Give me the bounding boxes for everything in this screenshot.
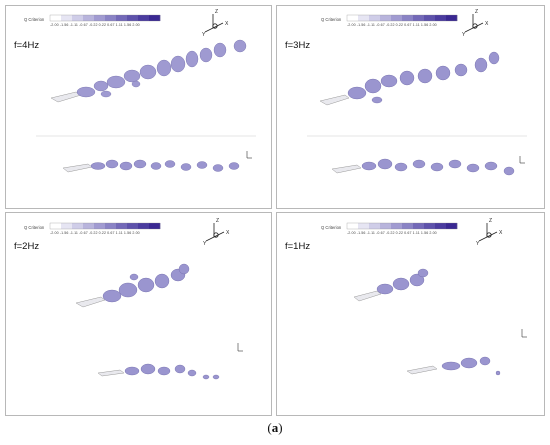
legend-swatch <box>369 15 381 21</box>
legend-swatch <box>424 223 436 229</box>
legend-title: Q Criterion <box>321 17 342 22</box>
legend-title: Q Criterion <box>24 225 45 230</box>
panel-2hz: Z X Y Q Criterion -2.00 -1.56 -1.11 -0.67 … <box>5 212 272 416</box>
legend-swatch <box>446 223 458 229</box>
axis-label-y: Y <box>462 32 466 38</box>
legend-swatch <box>61 223 73 229</box>
legend-swatch <box>149 15 161 21</box>
legend-swatch <box>105 223 117 229</box>
panel-4hz: Z X Y Q Criterion -2.00 -1.56 -1.11 -0.67 … <box>5 5 272 209</box>
legend-ticks: -2.00 -1.56 -1.11 -0.67 -0.22 0.22 0.67 … <box>347 231 437 235</box>
legend-frame <box>346 222 458 230</box>
caption-close: ) <box>278 420 283 435</box>
frequency-label: f=3Hz <box>285 40 311 51</box>
panel-1hz: Z X Y Q Criterion -2.00 -1.56 -1.11 -0.67 … <box>276 212 545 416</box>
legend-ticks: -2.00 -1.56 -1.11 -0.67 -0.22 0.22 0.67 … <box>50 231 140 235</box>
legend-swatch <box>94 223 106 229</box>
legend-swatch <box>446 15 458 21</box>
axis-label-x: X <box>225 21 229 27</box>
panel-3hz: Z X Y Q Criterion -2.00 -1.56 -1.11 -0.67 … <box>276 5 545 209</box>
legend-ticks: -2.00 -1.56 -1.11 -0.67 -0.22 0.22 0.67 … <box>50 23 140 27</box>
legend-swatch <box>347 223 359 229</box>
legend-swatch <box>116 15 128 21</box>
axis-triad-icon: Z X Y <box>462 9 489 38</box>
legend-swatch <box>94 15 106 21</box>
legend-swatch <box>424 15 436 21</box>
axis-triad-icon: Z X Y <box>203 218 230 247</box>
legend-swatch <box>435 223 447 229</box>
axis-label-z: Z <box>475 9 478 15</box>
frequency-label: f=4Hz <box>14 40 40 51</box>
legend-swatch <box>61 15 73 21</box>
legend-frame <box>49 222 161 230</box>
legend-ticks: -2.00 -1.56 -1.11 -0.67 -0.22 0.22 0.67 … <box>347 23 437 27</box>
axis-label-z: Z <box>216 218 219 224</box>
legend-swatch <box>72 15 84 21</box>
axis-label-x: X <box>499 230 503 236</box>
legend-swatch <box>347 15 359 21</box>
legend-swatch <box>391 15 403 21</box>
axis-triad-icon: Z X Y <box>202 9 229 38</box>
vortex-view-3hz: Z X Y <box>307 9 527 176</box>
legend-swatch <box>358 223 370 229</box>
legend-swatch <box>127 223 139 229</box>
legend-title: Q Criterion <box>321 225 342 230</box>
axis-label-x: X <box>226 230 230 236</box>
caption-letter: a <box>271 420 279 435</box>
caption-open: ( <box>267 420 272 435</box>
legend-swatch <box>127 15 139 21</box>
legend-frame <box>49 14 161 22</box>
axis-label-z: Z <box>489 218 492 224</box>
axis-label-z: Z <box>215 9 218 15</box>
legend-swatch <box>72 223 84 229</box>
legend-swatch <box>50 15 62 21</box>
vortex-view-1hz: Z X Y <box>346 218 527 376</box>
legend-swatch <box>116 223 128 229</box>
legend-swatch <box>435 15 447 21</box>
figure-caption: (a) <box>0 420 550 436</box>
axis-label-y: Y <box>203 241 207 247</box>
legend-swatch <box>358 15 370 21</box>
legend-swatch <box>149 223 161 229</box>
legend-frame <box>346 14 458 22</box>
legend-swatch <box>138 15 150 21</box>
legend-title: Q Criterion <box>24 17 45 22</box>
legend-swatch <box>380 223 392 229</box>
legend-swatch <box>391 223 403 229</box>
legend-swatch <box>402 15 414 21</box>
axis-label-y: Y <box>202 32 206 38</box>
legend-swatch <box>105 15 117 21</box>
legend-swatch <box>413 15 425 21</box>
frequency-label: f=1Hz <box>285 241 311 252</box>
frequency-label: f=2Hz <box>14 241 40 252</box>
legend-swatch <box>83 15 95 21</box>
axis-label-y: Y <box>476 241 480 247</box>
legend-swatch <box>138 223 150 229</box>
legend-swatch <box>413 223 425 229</box>
legend-swatch <box>402 223 414 229</box>
legend-swatch <box>83 223 95 229</box>
legend-swatch <box>369 223 381 229</box>
legend-swatch <box>50 223 62 229</box>
vortex-view-4hz: Z X Y <box>36 9 256 173</box>
vortex-view-2hz: Z X Y <box>49 218 243 380</box>
legend-swatch <box>380 15 392 21</box>
axis-label-x: X <box>485 21 489 27</box>
axis-triad-icon: Z X Y <box>476 218 503 247</box>
